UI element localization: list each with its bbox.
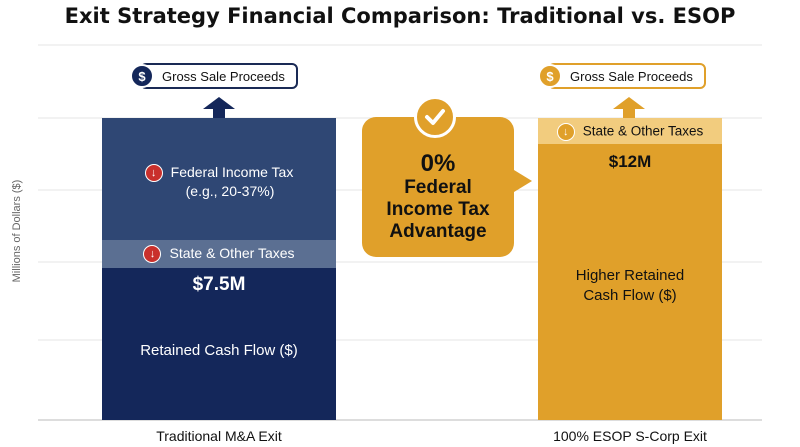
arrow-down-icon: ↓ <box>144 164 163 183</box>
arrow-down-icon: ↓ <box>556 123 575 141</box>
state-tax-label-traditional: ↓ State & Other Taxes <box>102 245 336 264</box>
tax-advantage-callout: 0% Federal Income Tax Advantage <box>362 117 514 257</box>
gross-sale-label-esop: $ Gross Sale Proceeds <box>538 63 706 89</box>
callout-pointer <box>514 170 532 192</box>
traditional-value-label: $7.5M <box>192 274 246 295</box>
state-tax-label-esop: ↓ State & Other Taxes <box>538 123 722 141</box>
esop-value-label: $12M <box>608 152 652 171</box>
arrow-up-icon <box>613 97 645 118</box>
bar-traditional-federal-tax <box>102 118 336 240</box>
x-category-traditional: Traditional M&A Exit <box>156 428 282 444</box>
bar-traditional-retained <box>102 268 336 420</box>
callout-percent: 0% <box>420 150 456 177</box>
dollar-icon: $ <box>538 64 562 88</box>
retained-label-esop: Higher Retained Cash Flow ($) <box>575 267 685 304</box>
federal-tax-label: ↓ Federal Income Tax (e.g., 20-37%) <box>102 163 336 200</box>
bar-traditional-state-tax <box>102 240 336 268</box>
dollar-icon: $ <box>130 64 154 88</box>
gross-sale-label-traditional: $ Gross Sale Proceeds <box>130 63 298 89</box>
check-icon <box>414 96 456 138</box>
chart-title: Exit Strategy Financial Comparison: Trad… <box>64 4 736 28</box>
retained-label-traditional: Retained Cash Flow ($) <box>140 342 298 359</box>
bar-esop-retained <box>538 144 722 420</box>
arrow-down-icon: ↓ <box>143 245 162 264</box>
x-category-esop: 100% ESOP S-Corp Exit <box>553 428 707 444</box>
arrow-up-icon <box>203 97 235 118</box>
